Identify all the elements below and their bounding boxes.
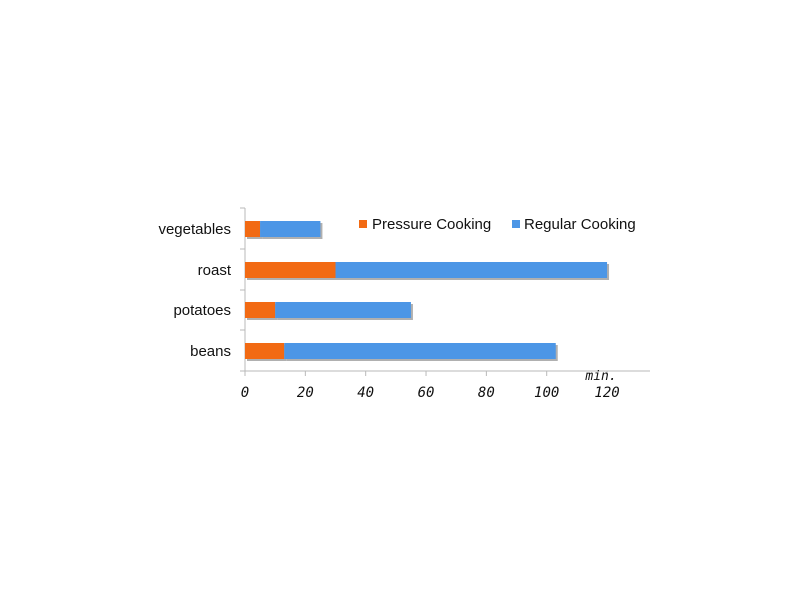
x-tick-label: 20 bbox=[297, 385, 314, 401]
x-tick-label: 100 bbox=[534, 385, 559, 401]
legend-swatch-pressure bbox=[359, 220, 367, 228]
bar-potatoes-pressure bbox=[245, 302, 276, 318]
bar-beans-pressure bbox=[245, 343, 285, 359]
category-label-roast: roast bbox=[198, 262, 232, 279]
category-label-beans: beans bbox=[190, 343, 231, 360]
x-tick-label: 0 bbox=[241, 385, 249, 401]
category-label-potatoes: potatoes bbox=[173, 302, 231, 319]
bar-vegetables-regular bbox=[260, 221, 321, 237]
x-tick-label: 120 bbox=[594, 385, 619, 401]
legend-label-regular: Regular Cooking bbox=[524, 216, 636, 233]
legend-label-pressure: Pressure Cooking bbox=[372, 216, 491, 233]
x-tick-label: 60 bbox=[418, 385, 435, 401]
category-label-vegetables: vegetables bbox=[158, 221, 231, 238]
legend: Pressure Cooking Regular Cooking bbox=[359, 216, 636, 233]
bar-vegetables-pressure bbox=[245, 221, 261, 237]
bar-roast-pressure bbox=[245, 262, 336, 278]
x-tick-label: 40 bbox=[357, 385, 374, 401]
x-tick-label: 80 bbox=[478, 385, 495, 401]
x-unit-label: min. bbox=[584, 369, 616, 384]
legend-swatch-regular bbox=[512, 220, 520, 228]
bar-potatoes-regular bbox=[275, 302, 411, 318]
bar-beans-regular bbox=[284, 343, 556, 359]
bar-roast-regular bbox=[335, 262, 608, 278]
